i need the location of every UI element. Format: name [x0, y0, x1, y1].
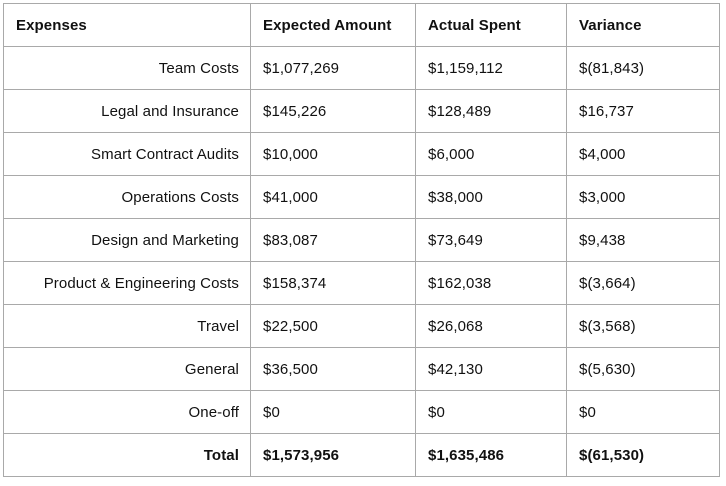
expected-amount-cell: $158,374	[250, 261, 416, 305]
actual-spent-cell: $1,159,112	[415, 46, 567, 90]
header-expected-amount: Expected Amount	[250, 3, 416, 47]
expected-amount-cell: $41,000	[250, 175, 416, 219]
header-expenses: Expenses	[3, 3, 251, 47]
total-actual-spent: $1,635,486	[415, 433, 567, 477]
expense-label: Design and Marketing	[3, 218, 251, 262]
variance-cell: $(5,630)	[566, 347, 720, 391]
variance-cell: $3,000	[566, 175, 720, 219]
total-label: Total	[3, 433, 251, 477]
expected-amount-cell: $22,500	[250, 304, 416, 348]
variance-cell: $(81,843)	[566, 46, 720, 90]
expenses-table: Expenses Expected Amount Actual Spent Va…	[3, 3, 720, 477]
expense-label: Product & Engineering Costs	[3, 261, 251, 305]
expected-amount-cell: $10,000	[250, 132, 416, 176]
expected-amount-cell: $145,226	[250, 89, 416, 133]
total-row: Total $1,573,956 $1,635,486 $(61,530)	[3, 433, 720, 477]
header-actual-spent: Actual Spent	[415, 3, 567, 47]
table-row: Travel $22,500 $26,068 $(3,568)	[3, 304, 720, 348]
expected-amount-cell: $36,500	[250, 347, 416, 391]
expense-label: Operations Costs	[3, 175, 251, 219]
expense-label: Team Costs	[3, 46, 251, 90]
expected-amount-cell: $83,087	[250, 218, 416, 262]
table-row: Legal and Insurance $145,226 $128,489 $1…	[3, 89, 720, 133]
expense-label: One-off	[3, 390, 251, 434]
actual-spent-cell: $0	[415, 390, 567, 434]
table-row: One-off $0 $0 $0	[3, 390, 720, 434]
table-row: Smart Contract Audits $10,000 $6,000 $4,…	[3, 132, 720, 176]
actual-spent-cell: $26,068	[415, 304, 567, 348]
actual-spent-cell: $128,489	[415, 89, 567, 133]
expense-label: General	[3, 347, 251, 391]
variance-cell: $(3,664)	[566, 261, 720, 305]
expense-label: Legal and Insurance	[3, 89, 251, 133]
actual-spent-cell: $38,000	[415, 175, 567, 219]
actual-spent-cell: $162,038	[415, 261, 567, 305]
expense-label: Travel	[3, 304, 251, 348]
expected-amount-cell: $0	[250, 390, 416, 434]
table-row: Team Costs $1,077,269 $1,159,112 $(81,84…	[3, 46, 720, 90]
header-variance: Variance	[566, 3, 720, 47]
variance-cell: $0	[566, 390, 720, 434]
table-header: Expenses Expected Amount Actual Spent Va…	[3, 3, 720, 47]
header-row: Expenses Expected Amount Actual Spent Va…	[3, 3, 720, 47]
actual-spent-cell: $6,000	[415, 132, 567, 176]
table-row: Product & Engineering Costs $158,374 $16…	[3, 261, 720, 305]
expected-amount-cell: $1,077,269	[250, 46, 416, 90]
expense-label: Smart Contract Audits	[3, 132, 251, 176]
table-body: Team Costs $1,077,269 $1,159,112 $(81,84…	[3, 46, 720, 477]
table-row: General $36,500 $42,130 $(5,630)	[3, 347, 720, 391]
variance-cell: $4,000	[566, 132, 720, 176]
variance-cell: $(3,568)	[566, 304, 720, 348]
table-row: Operations Costs $41,000 $38,000 $3,000	[3, 175, 720, 219]
actual-spent-cell: $73,649	[415, 218, 567, 262]
total-expected-amount: $1,573,956	[250, 433, 416, 477]
total-variance: $(61,530)	[566, 433, 720, 477]
variance-cell: $9,438	[566, 218, 720, 262]
actual-spent-cell: $42,130	[415, 347, 567, 391]
variance-cell: $16,737	[566, 89, 720, 133]
table-row: Design and Marketing $83,087 $73,649 $9,…	[3, 218, 720, 262]
